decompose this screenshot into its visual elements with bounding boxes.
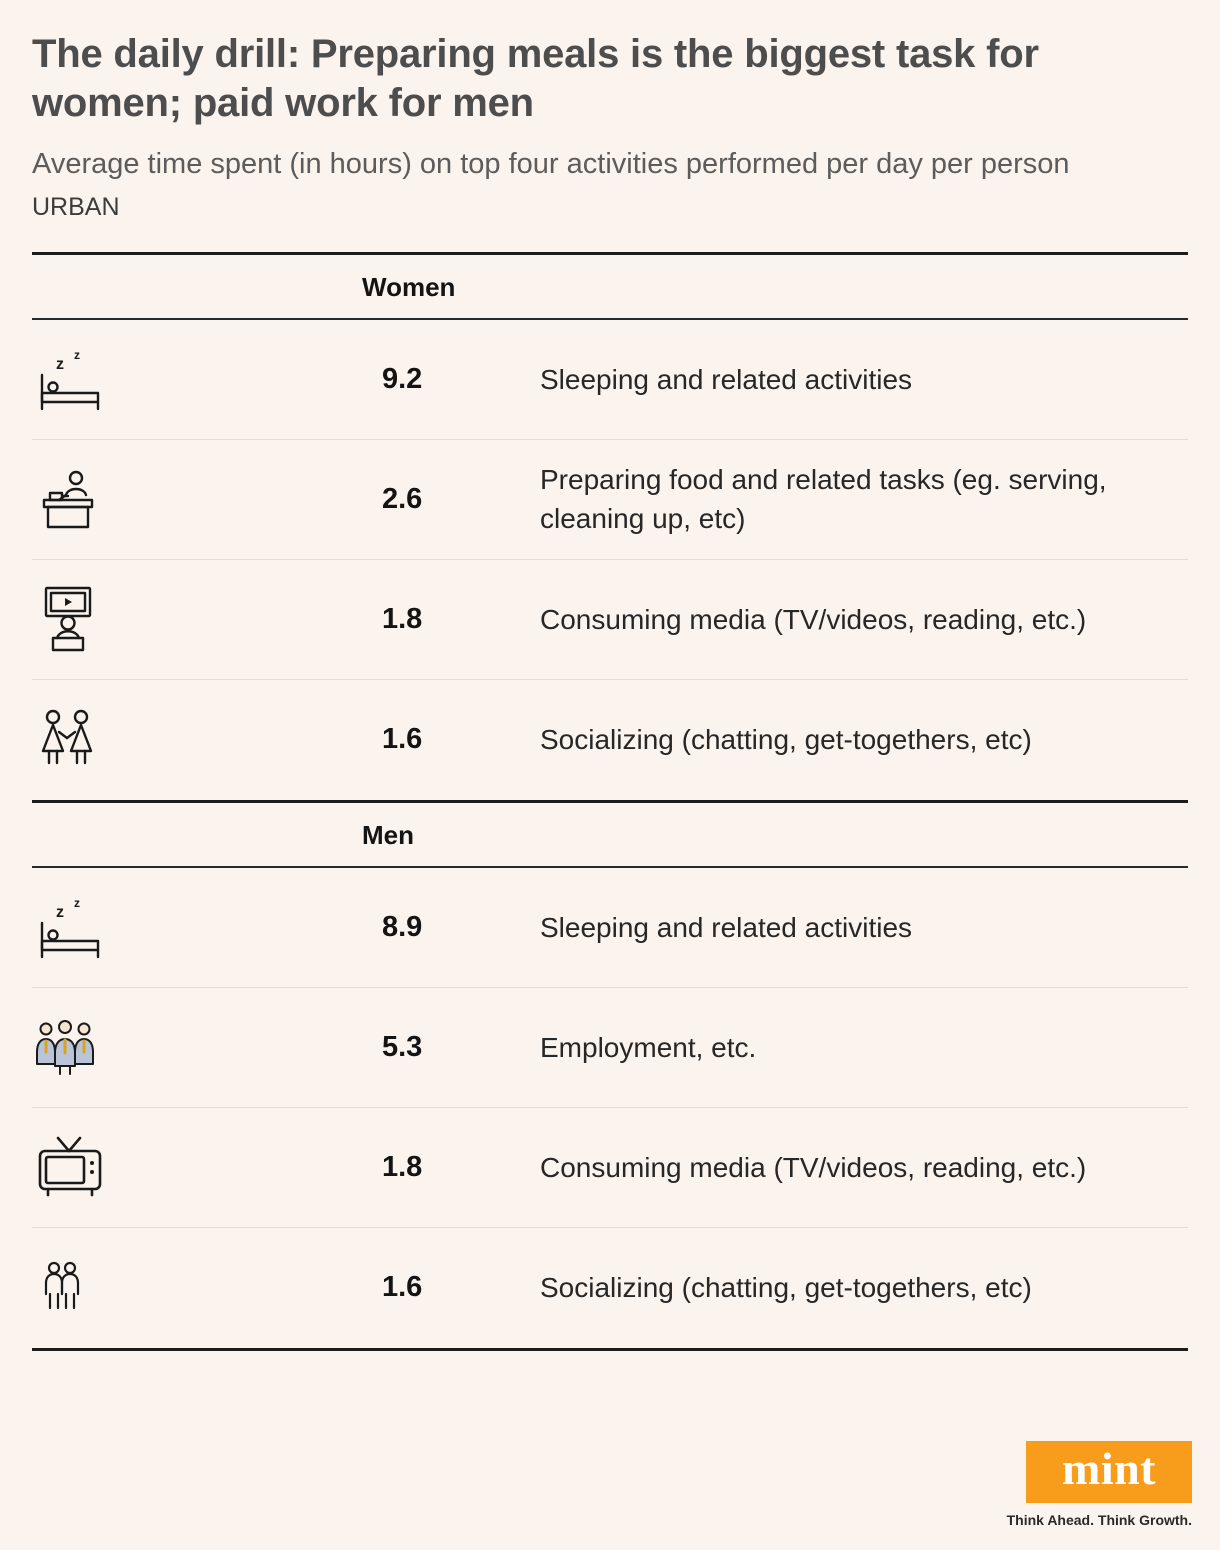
workers-icon bbox=[32, 1016, 98, 1078]
activity-value: 1.8 bbox=[382, 1150, 423, 1183]
bed-sleeping-icon: z z bbox=[32, 893, 108, 961]
mint-logo-text: mint bbox=[1062, 1443, 1156, 1494]
table-row: z z 9.2 Sleeping and related activities bbox=[32, 320, 1188, 440]
activity-value: 9.2 bbox=[382, 362, 423, 395]
table-row: 1.8 Consuming media (TV/videos, reading,… bbox=[32, 560, 1188, 680]
activity-value: 1.8 bbox=[382, 602, 423, 635]
table-row: 1.6 Socializing (chatting, get-togethers… bbox=[32, 680, 1188, 800]
activity-value: 2.6 bbox=[382, 482, 423, 515]
svg-text:z: z bbox=[74, 348, 80, 362]
activity-value: 1.6 bbox=[382, 1271, 423, 1304]
activity-value: 8.9 bbox=[382, 910, 423, 943]
table-row: z z 8.9 Sleeping and related activities bbox=[32, 868, 1188, 988]
page-title: The daily drill: Preparing meals is the … bbox=[32, 32, 1039, 125]
svg-text:z: z bbox=[56, 904, 64, 921]
table-row: 2.6 Preparing food and related tasks (eg… bbox=[32, 440, 1188, 560]
bed-sleeping-icon: z z bbox=[32, 345, 108, 413]
footer: mint Think Ahead. Think Growth. bbox=[1007, 1441, 1192, 1528]
activity-label: Consuming media (TV/videos, reading, etc… bbox=[540, 1151, 1087, 1183]
table-row: 1.6 Socializing (chatting, get-togethers… bbox=[32, 1228, 1188, 1348]
watching-media-icon bbox=[32, 584, 104, 654]
table-row: 5.3 Employment, etc. bbox=[32, 988, 1188, 1108]
two-men-icon bbox=[32, 1256, 92, 1320]
activity-table: Women z z 9.2 Sleeping and related activ… bbox=[32, 251, 1188, 1351]
activity-label: Sleeping and related activities bbox=[540, 363, 913, 395]
section-header-women: Women bbox=[32, 255, 1188, 320]
mint-logo: mint bbox=[1026, 1441, 1192, 1503]
section-header-men: Men bbox=[32, 799, 1188, 868]
activity-value: 1.6 bbox=[382, 723, 423, 756]
table-row: 1.8 Consuming media (TV/videos, reading,… bbox=[32, 1108, 1188, 1228]
tv-icon bbox=[32, 1134, 108, 1200]
activity-label: Employment, etc. bbox=[540, 1031, 757, 1063]
activity-label: Socializing (chatting, get-togethers, et… bbox=[540, 724, 1032, 755]
chart-subtitle: Average time spent (in hours) on top fou… bbox=[32, 147, 1070, 180]
region-label: URBAN bbox=[32, 192, 120, 221]
svg-text:z: z bbox=[74, 896, 80, 910]
activity-label: Preparing food and related tasks (eg. se… bbox=[540, 463, 1107, 535]
two-women-icon bbox=[32, 705, 104, 775]
brand-tagline: Think Ahead. Think Growth. bbox=[1006, 1512, 1192, 1528]
activity-label: Socializing (chatting, get-togethers, et… bbox=[540, 1272, 1032, 1303]
activity-label: Consuming media (TV/videos, reading, etc… bbox=[540, 603, 1087, 635]
activity-value: 5.3 bbox=[382, 1030, 423, 1063]
cooking-icon bbox=[32, 465, 104, 533]
activity-label: Sleeping and related activities bbox=[540, 911, 913, 943]
svg-text:z: z bbox=[56, 356, 64, 373]
